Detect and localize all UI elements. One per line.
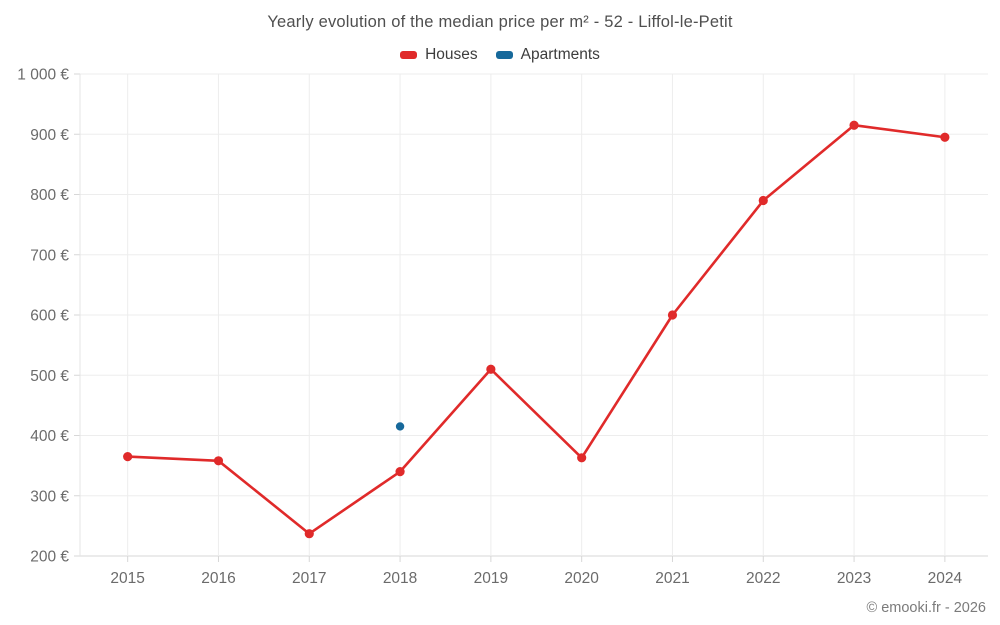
- houses-data-point: [123, 451, 133, 462]
- y-tick-label: 200 €: [30, 549, 69, 566]
- copyright-text: © emooki.fr - 2026: [866, 600, 986, 616]
- y-tick-label: 500 €: [30, 368, 69, 385]
- x-tick-label: 2022: [746, 570, 780, 587]
- houses-data-point: [667, 310, 678, 320]
- houses-data-point: [304, 529, 314, 539]
- legend-item-houses: Houses: [400, 46, 478, 64]
- x-tick-label: 2016: [201, 570, 235, 587]
- legend-item-apartments: Apartments: [495, 46, 600, 64]
- y-tick-label: 900 €: [30, 127, 69, 144]
- houses-data-point: [395, 467, 405, 477]
- houses-data-point: [758, 195, 768, 206]
- legend-label-apartments: Apartments: [520, 46, 600, 63]
- y-tick-label: 600 €: [30, 308, 69, 325]
- apartments-series-swatch-icon: [495, 51, 513, 59]
- y-tick-label: 300 €: [30, 488, 69, 505]
- houses-data-point: [940, 132, 950, 142]
- x-tick-label: 2024: [928, 570, 963, 587]
- x-tick-label: 2015: [110, 570, 144, 587]
- houses-data-point: [213, 456, 224, 466]
- houses-data-point: [577, 453, 587, 463]
- houses-data-point: [486, 364, 496, 374]
- y-tick-label: 400 €: [30, 428, 69, 445]
- apartments-data-point: [395, 422, 405, 431]
- x-tick-label: 2021: [655, 570, 689, 587]
- x-tick-label: 2017: [292, 570, 326, 587]
- houses-line: [126, 123, 947, 536]
- legend-label-houses: Houses: [425, 46, 478, 63]
- chart-legend: Houses Apartments: [0, 46, 1000, 64]
- x-tick-label: 2018: [383, 570, 417, 587]
- chart-title: Yearly evolution of the median price per…: [267, 13, 733, 31]
- x-tick-label: 2020: [564, 570, 599, 587]
- x-tick-label: 2023: [837, 570, 871, 587]
- houses-series-swatch-icon: [400, 51, 418, 59]
- y-tick-label: 700 €: [30, 247, 69, 264]
- x-tick-label: 2019: [474, 570, 508, 587]
- y-tick-label: 1 000 €: [17, 67, 69, 84]
- houses-data-point: [849, 120, 859, 130]
- y-tick-label: 800 €: [30, 187, 69, 204]
